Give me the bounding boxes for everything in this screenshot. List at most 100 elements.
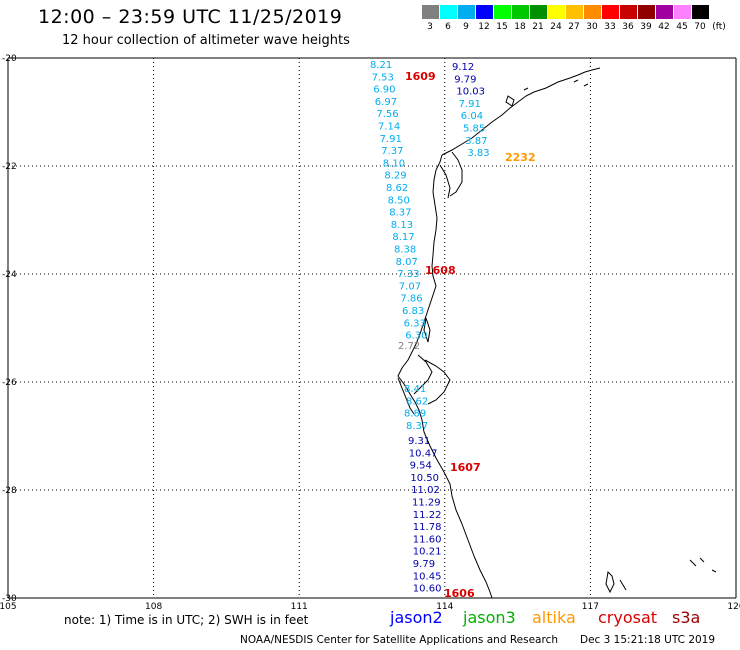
lon-label: 114 bbox=[436, 602, 453, 612]
satellite-name: s3a bbox=[672, 608, 701, 627]
track-time-label: 1607 bbox=[450, 461, 481, 474]
island bbox=[423, 317, 431, 343]
generation-timestamp: Dec 3 15:21:18 UTC 2019 bbox=[580, 634, 716, 646]
wave-height-label: 7.33 bbox=[397, 269, 419, 280]
wave-height-label: 11.02 bbox=[411, 485, 440, 496]
legend-swatch bbox=[494, 5, 511, 19]
legend-swatch bbox=[620, 5, 637, 19]
wave-height-label: 8.13 bbox=[391, 220, 413, 231]
satellite-name: jason2 bbox=[390, 608, 443, 627]
wave-height-label: 6.33 bbox=[404, 318, 426, 329]
wave-height-label: 7.91 bbox=[380, 134, 402, 145]
credit-line: NOAA/NESDIS Center for Satellite Applica… bbox=[240, 634, 558, 646]
wave-height-label: 10.60 bbox=[413, 584, 442, 595]
wave-height-label: 10.50 bbox=[410, 473, 439, 484]
track-time-label: 2232 bbox=[505, 151, 536, 164]
legend-swatch bbox=[602, 5, 619, 19]
legend-swatch bbox=[512, 5, 529, 19]
wave-height-label: 3.87 bbox=[465, 136, 487, 147]
wave-height-label: 3.83 bbox=[467, 148, 489, 159]
wave-height-label: 8.89 bbox=[404, 409, 426, 420]
wave-height-label: 8.29 bbox=[384, 171, 406, 182]
wave-height-label: 2.72 bbox=[398, 341, 420, 352]
wave-height-label: 11.60 bbox=[413, 534, 442, 545]
wave-height-label: 6.83 bbox=[402, 306, 424, 317]
lat-label: -30 bbox=[2, 594, 17, 604]
wave-height-label: 8.37 bbox=[406, 421, 428, 432]
legend-label: 45 bbox=[676, 22, 688, 32]
footnote: note: 1) Time is in UTC; 2) SWH is in fe… bbox=[64, 613, 309, 627]
legend-label: 70 bbox=[694, 22, 706, 32]
legend-swatch bbox=[656, 5, 673, 19]
map-subtitle: 12 hour collection of altimeter wave hei… bbox=[62, 33, 350, 48]
legend-label: 33 bbox=[604, 22, 616, 32]
wave-height-label: 7.91 bbox=[459, 99, 481, 110]
wave-height-label: 8.38 bbox=[394, 245, 416, 256]
satellite-name: cryosat bbox=[598, 608, 658, 627]
wave-height-label: 8.07 bbox=[396, 257, 418, 268]
wave-height-label: 7.86 bbox=[400, 294, 422, 305]
wave-height-label: 8.62 bbox=[406, 396, 428, 407]
wave-height-label: 10.47 bbox=[409, 448, 438, 459]
lat-label: -24 bbox=[2, 270, 17, 280]
wave-height-label: 8.10 bbox=[383, 158, 405, 169]
coastline bbox=[397, 67, 601, 599]
wave-height-label: 8.50 bbox=[388, 195, 410, 206]
legend-unit: (ft) bbox=[712, 22, 726, 32]
wave-height-label: 9.79 bbox=[454, 74, 476, 85]
lon-label: 111 bbox=[291, 602, 308, 612]
wave-height-label: 7.37 bbox=[381, 146, 403, 157]
wave-height-label: 9.12 bbox=[452, 62, 474, 73]
lon-label: 108 bbox=[145, 602, 162, 612]
wave-height-label: 10.03 bbox=[456, 87, 485, 98]
wave-height-label: 8.37 bbox=[389, 208, 411, 219]
wave-height-label: 11.29 bbox=[412, 498, 441, 509]
wave-height-label: 7.14 bbox=[378, 122, 400, 133]
wave-height-label: 7.07 bbox=[399, 281, 421, 292]
legend-label: 39 bbox=[640, 22, 652, 32]
wave-height-label: 9.79 bbox=[413, 559, 435, 570]
lon-label: 120 bbox=[727, 602, 740, 612]
legend-label: 36 bbox=[622, 22, 634, 32]
wave-height-label: 11.22 bbox=[413, 510, 442, 521]
wave-height-label: 6.97 bbox=[375, 97, 397, 108]
lat-label: -28 bbox=[2, 486, 17, 496]
lon-label: 117 bbox=[582, 602, 599, 612]
wave-height-label: 9.31 bbox=[408, 436, 430, 447]
wave-height-label: 7.56 bbox=[376, 109, 398, 120]
wave-height-label: 5.85 bbox=[463, 124, 485, 135]
legend-label: 15 bbox=[496, 22, 508, 32]
wave-height-label: 10.45 bbox=[413, 571, 442, 582]
wave-height-label: 8.21 bbox=[370, 60, 392, 71]
satellite-name: altika bbox=[532, 608, 576, 627]
lon-label: 105 bbox=[0, 602, 17, 612]
legend-label: 27 bbox=[568, 22, 580, 32]
wave-height-label: 8.41 bbox=[404, 384, 426, 395]
track-time-label: 1606 bbox=[444, 587, 475, 600]
legend-swatch bbox=[548, 5, 565, 19]
map-title: 12:00 – 23:59 UTC 11/25/2019 bbox=[38, 6, 343, 28]
legend-swatch bbox=[566, 5, 583, 19]
legend-swatch bbox=[638, 5, 655, 19]
legend-swatch bbox=[422, 5, 439, 19]
legend-label: 30 bbox=[586, 22, 598, 32]
lat-label: -26 bbox=[2, 378, 17, 388]
wave-height-label: 6.04 bbox=[461, 111, 483, 122]
wave-height-label: 6.30 bbox=[405, 331, 427, 342]
legend-swatch bbox=[476, 5, 493, 19]
track-time-label: 1608 bbox=[425, 264, 456, 277]
satellite-name: jason3 bbox=[463, 608, 516, 627]
lat-label: -20 bbox=[2, 54, 17, 64]
wave-height-label: 6.90 bbox=[373, 85, 395, 96]
wave-height-label: 7.53 bbox=[372, 72, 394, 83]
legend-label: 21 bbox=[532, 22, 544, 32]
legend-swatch bbox=[692, 5, 709, 19]
island bbox=[605, 557, 717, 594]
legend-label: 18 bbox=[514, 22, 526, 32]
wave-height-label: 9.54 bbox=[410, 461, 432, 472]
legend-label: 12 bbox=[478, 22, 490, 32]
lat-lon-grid: 105 108 111 114 117 120 -20 -22 -24 -26 -28 -30 bbox=[0, 54, 740, 612]
legend-label: 9 bbox=[463, 22, 469, 32]
wave-height-label: 8.62 bbox=[386, 183, 408, 194]
